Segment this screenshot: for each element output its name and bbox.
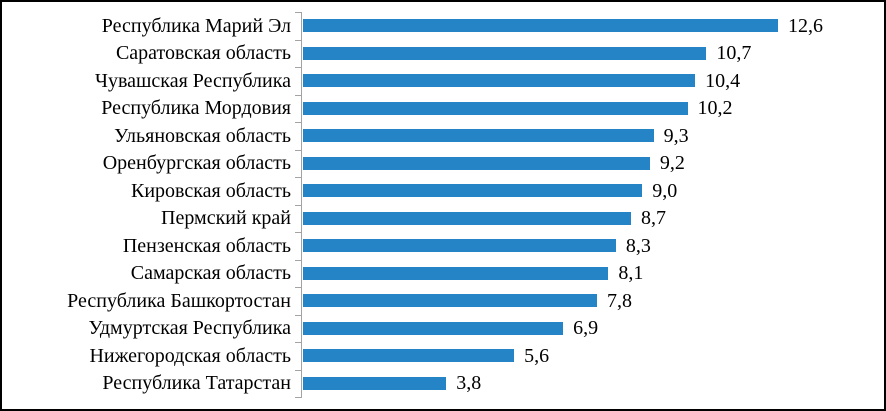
value-label: 8,1: [618, 262, 644, 285]
value-label: 8,3: [625, 234, 651, 257]
value-label: 10,2: [697, 97, 733, 120]
bar-chart: Республика Марий Эл 12,6 Саратовская облас…: [2, 12, 884, 397]
value-label: 10,7: [716, 42, 752, 65]
bar-plot-area: 10,2: [301, 95, 733, 123]
axis-tick: [295, 342, 302, 343]
bar: [303, 294, 598, 308]
value-label: 5,6: [524, 344, 550, 367]
axis-tick: [295, 369, 302, 371]
axis-tick: [295, 122, 302, 123]
axis-tick: [295, 397, 302, 398]
category-label: Пензенская область: [122, 234, 291, 257]
bar-row: Пермский край 8,7: [2, 205, 884, 233]
bar: [303, 156, 650, 170]
category-label: Республика Мордовия: [101, 97, 291, 120]
value-label: 10,4: [705, 69, 741, 92]
category-label: Республика Башкортостан: [67, 289, 291, 312]
category-label: Оренбургская область: [102, 152, 291, 175]
bar: [303, 74, 696, 88]
value-label: 6,9: [573, 317, 599, 340]
category-label: Ульяновская область: [114, 124, 291, 147]
bar-row: Нижегородская область 5,6: [2, 342, 884, 370]
bar: [303, 266, 609, 280]
bar-plot-area: 9,3: [301, 122, 689, 150]
bar: [303, 46, 707, 60]
value-label: 12,6: [788, 14, 824, 37]
axis-tick: [295, 67, 302, 68]
bar-plot-area: 5,6: [301, 342, 549, 370]
bar-plot-area: 10,7: [301, 40, 751, 68]
bar-row: Самарская область 8,1: [2, 260, 884, 288]
bar-plot-area: 6,9: [301, 315, 598, 343]
category-label: Республика Марий Эл: [101, 14, 291, 37]
axis-tick: [295, 204, 302, 206]
category-label: Нижегородская область: [89, 344, 291, 367]
axis-tick: [295, 287, 302, 288]
bar-plot-area: 3,8: [301, 370, 481, 398]
bar: [303, 184, 643, 198]
value-label: 7,8: [607, 289, 633, 312]
axis-tick: [295, 314, 302, 316]
bar-plot-area: 8,1: [301, 260, 643, 288]
axis-tick: [295, 94, 302, 96]
bar-row: Республика Марий Эл 12,6: [2, 12, 884, 40]
axis-tick: [295, 149, 302, 151]
bar-row: Кировская область 9,0: [2, 177, 884, 205]
bar-row: Ульяновская область 9,3: [2, 122, 884, 150]
bar: [303, 19, 779, 33]
axis-tick: [295, 12, 302, 13]
category-label: Пермский край: [161, 207, 291, 230]
bar: [303, 101, 688, 115]
value-label: 9,3: [663, 124, 689, 147]
bar: [303, 129, 654, 143]
bar-row: Республика Мордовия 10,2: [2, 95, 884, 123]
axis-tick: [295, 259, 302, 261]
category-label: Самарская область: [130, 262, 291, 285]
bar-row: Удмуртская Республика 6,9: [2, 315, 884, 343]
bar-row: Республика Башкортостан 7,8: [2, 287, 884, 315]
bar-row: Саратовская область 10,7: [2, 40, 884, 68]
bar-plot-area: 12,6: [301, 12, 823, 40]
bar-plot-area: 7,8: [301, 287, 632, 315]
value-label: 8,7: [640, 207, 666, 230]
value-label: 3,8: [456, 372, 482, 395]
axis-tick: [295, 39, 302, 41]
category-label: Удмуртская Республика: [88, 317, 291, 340]
category-label: Саратовская область: [115, 42, 291, 65]
bar-row: Республика Татарстан 3,8: [2, 370, 884, 398]
value-label: 9,2: [659, 152, 685, 175]
bar-plot-area: 8,7: [301, 205, 666, 233]
axis-tick: [295, 177, 302, 178]
category-label: Чувашская Республика: [94, 69, 291, 92]
category-label: Республика Татарстан: [102, 372, 291, 395]
bar-plot-area: 10,4: [301, 67, 740, 95]
bar: [303, 211, 631, 225]
axis-tick: [295, 232, 302, 233]
bar-row: Чувашская Республика 10,4: [2, 67, 884, 95]
bar: [303, 321, 564, 335]
bar: [303, 376, 447, 390]
bar-plot-area: 9,0: [301, 177, 677, 205]
bar-plot-area: 9,2: [301, 150, 685, 178]
value-label: 9,0: [652, 179, 678, 202]
bar: [303, 349, 515, 363]
bar-row: Оренбургская область 9,2: [2, 150, 884, 178]
category-label: Кировская область: [130, 179, 291, 202]
bar-plot-area: 8,3: [301, 232, 651, 260]
bar-row: Пензенская область 8,3: [2, 232, 884, 260]
bar: [303, 239, 616, 253]
